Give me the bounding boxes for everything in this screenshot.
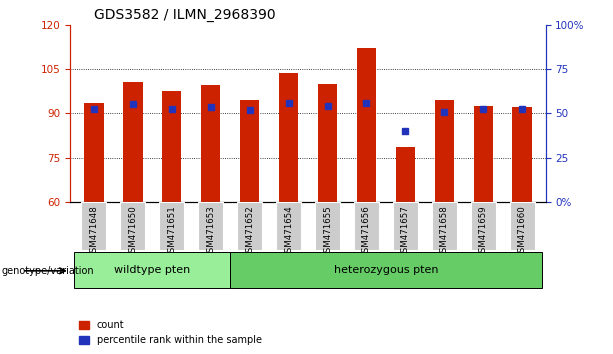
Text: GSM471654: GSM471654: [284, 206, 293, 258]
Text: genotype/variation: genotype/variation: [1, 266, 94, 276]
Bar: [74, 252, 230, 288]
Text: GSM471650: GSM471650: [128, 206, 137, 258]
Text: GSM471655: GSM471655: [323, 206, 332, 258]
Text: GSM471651: GSM471651: [167, 206, 177, 258]
Bar: [315, 202, 340, 250]
Bar: [395, 147, 415, 202]
Bar: [120, 202, 145, 250]
Bar: [432, 202, 457, 250]
Bar: [393, 202, 418, 250]
Bar: [435, 100, 454, 202]
Bar: [240, 100, 259, 202]
Text: GSM471658: GSM471658: [440, 206, 449, 258]
Bar: [237, 202, 262, 250]
Bar: [159, 202, 184, 250]
Bar: [318, 84, 337, 202]
Bar: [201, 85, 221, 202]
Bar: [198, 202, 223, 250]
Bar: [279, 74, 299, 202]
Text: GSM471653: GSM471653: [206, 206, 215, 258]
Bar: [357, 48, 376, 202]
Bar: [471, 202, 496, 250]
Bar: [162, 91, 181, 202]
Legend: count, percentile rank within the sample: count, percentile rank within the sample: [75, 316, 265, 349]
Bar: [512, 107, 532, 202]
Text: GSM471652: GSM471652: [245, 206, 254, 258]
Bar: [84, 103, 104, 202]
Text: GSM471659: GSM471659: [479, 206, 488, 258]
Text: GDS3582 / ILMN_2968390: GDS3582 / ILMN_2968390: [94, 8, 276, 22]
Text: GSM471660: GSM471660: [518, 206, 527, 258]
Bar: [123, 82, 143, 202]
Bar: [82, 202, 106, 250]
Bar: [276, 202, 301, 250]
Text: GSM471648: GSM471648: [89, 206, 98, 258]
Bar: [473, 106, 493, 202]
Bar: [354, 202, 379, 250]
Text: wildtype pten: wildtype pten: [114, 265, 191, 275]
Text: GSM471657: GSM471657: [401, 206, 410, 258]
Text: GSM471656: GSM471656: [362, 206, 371, 258]
Bar: [230, 252, 542, 288]
Bar: [510, 202, 535, 250]
Text: heterozygous pten: heterozygous pten: [333, 265, 438, 275]
